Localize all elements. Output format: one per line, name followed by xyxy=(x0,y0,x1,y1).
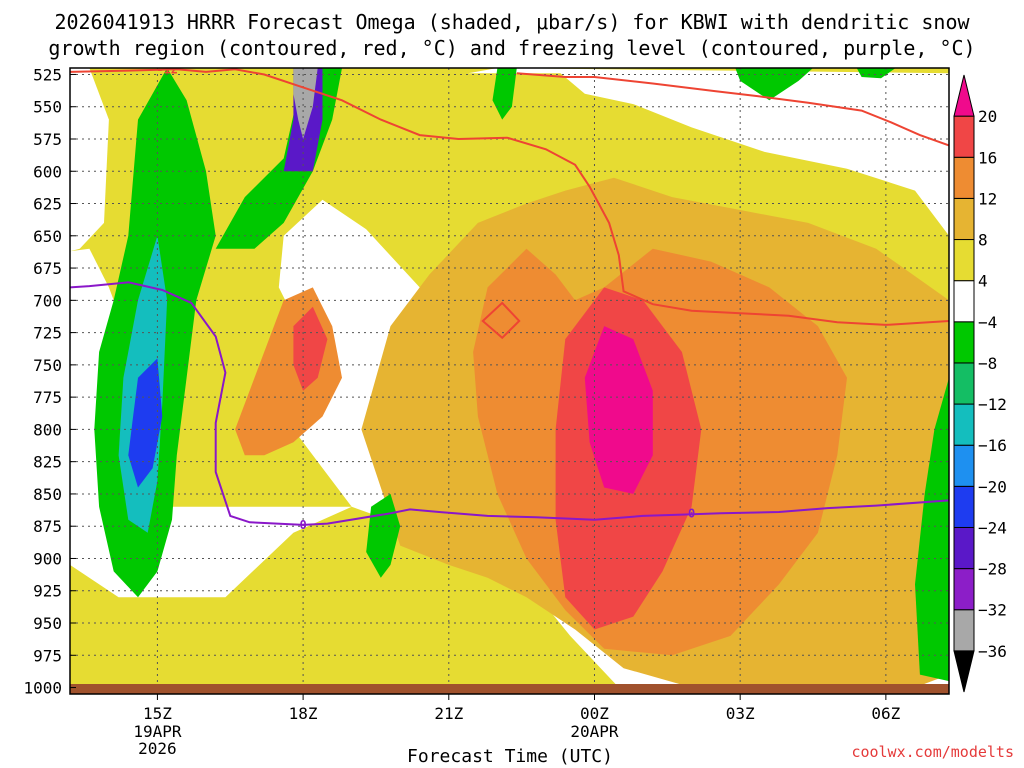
colorbar-bin xyxy=(953,239,975,282)
y-tick-label: 825 xyxy=(33,453,62,472)
omega-region-left-white-column xyxy=(70,68,109,252)
contour-layer: -12 0 0 xyxy=(70,62,949,532)
colorbar-bin xyxy=(953,74,975,117)
colorbar-tick-label: −16 xyxy=(978,436,1007,455)
omega-region-omega-negative-top-22z xyxy=(492,68,517,120)
x-tick-date-label: 20APR xyxy=(570,722,619,741)
colorbar-tick-label: −28 xyxy=(978,560,1007,579)
plot-area: -12 0 0 525 550 575 600 625 650 675 700 725 750 775 8… xyxy=(23,62,950,758)
dgz-contour-cell xyxy=(481,301,521,340)
x-tick-label: 00Z xyxy=(580,704,609,723)
colorbar-tick-label: −12 xyxy=(978,395,1007,414)
omega-region-omega-positive-20 xyxy=(584,326,653,494)
colorbar-tick-label: −4 xyxy=(978,313,997,332)
dgz-contour-line-2 xyxy=(516,72,949,147)
colorbar-bin xyxy=(953,444,975,487)
dgz-contour-label: -12 xyxy=(156,62,178,76)
colorbar-bin xyxy=(953,568,975,611)
colorbar-bin xyxy=(953,115,975,158)
y-tick-label: 550 xyxy=(33,98,62,117)
freezing-level-contour-line xyxy=(70,281,949,526)
y-tick-label: 675 xyxy=(33,259,62,278)
y-tick-label: 600 xyxy=(33,162,62,181)
x-tick-label: 15Z xyxy=(143,704,172,723)
x-tick-label: 03Z xyxy=(726,704,755,723)
y-tick-label: 725 xyxy=(33,324,62,343)
x-axis-label: Forecast Time (UTC) xyxy=(407,746,613,767)
colorbar-bin xyxy=(953,280,975,323)
dgz-contour-line xyxy=(70,68,949,326)
y-tick-label: 800 xyxy=(33,420,62,439)
x-tick-label: 06Z xyxy=(871,704,900,723)
colorbar-tick-label: −24 xyxy=(978,518,1007,537)
colorbar-bin xyxy=(953,403,975,446)
colorbar-tick-label: −20 xyxy=(978,477,1007,496)
colorbar-tick-label: 12 xyxy=(978,189,997,208)
colorbar-tick-label: 8 xyxy=(978,231,988,250)
colorbar-tick-label: −8 xyxy=(978,354,997,373)
omega-region-omega-negative-right-edge xyxy=(915,377,949,682)
x-tick-year-label: 2026 xyxy=(138,739,177,758)
colorbar-tick-label: −36 xyxy=(978,642,1007,661)
colorbar-bin xyxy=(953,485,975,528)
freezing-contour-label: 0 xyxy=(688,506,695,520)
colorbar-bin xyxy=(953,609,975,652)
y-tick-label: 525 xyxy=(33,65,62,84)
y-tick-label: 625 xyxy=(33,195,62,214)
y-tick-label: 1000 xyxy=(23,679,62,698)
omega-region-omega-negative-top-right2 xyxy=(856,68,896,79)
freezing-contour-label: 0 xyxy=(299,518,306,532)
x-tick-label: 18Z xyxy=(289,704,318,723)
omega-region-omega-negative-left-24 xyxy=(128,358,163,488)
credit-text: coolwx.com/modelts xyxy=(851,743,1014,761)
y-tick-label: 875 xyxy=(33,517,62,536)
x-tick-label: 21Z xyxy=(434,704,463,723)
y-tick-label: 925 xyxy=(33,582,62,601)
chart-title-line-1: 2026041913 HRRR Forecast Omega (shaded, … xyxy=(54,10,970,34)
y-tick-label: 950 xyxy=(33,614,62,633)
y-tick-label: 700 xyxy=(33,291,62,310)
omega-region-upper-white xyxy=(468,68,949,236)
y-tick-label: 750 xyxy=(33,356,62,375)
y-tick-label: 650 xyxy=(33,227,62,246)
x-tick-date-label: 19APR xyxy=(133,722,182,741)
omega-colorbar: 20 16 12 8 4 −4 −8 −12 −16 −20 −24 −28 −32 −36 xyxy=(953,74,1007,693)
y-tick-label: 850 xyxy=(33,485,62,504)
colorbar-bin xyxy=(953,321,975,364)
colorbar-bin xyxy=(953,362,975,405)
colorbar-tick-label: 20 xyxy=(978,107,997,126)
omega-region-omega-positive-mid-left-16 xyxy=(293,306,328,391)
colorbar-tick-label: −32 xyxy=(978,601,1007,620)
colorbar-tick-label: 16 xyxy=(978,148,997,167)
axis-ticks: 525 550 575 600 625 650 675 700 725 750 775 800 825 8… xyxy=(23,65,900,758)
colorbar-bin xyxy=(953,197,975,241)
ground-surface-bar xyxy=(70,684,949,694)
colorbar-bin xyxy=(953,156,975,199)
omega-region-omega-negative-top-right xyxy=(735,68,813,101)
y-tick-label: 575 xyxy=(33,130,62,149)
y-tick-label: 900 xyxy=(33,549,62,568)
colorbar-bin xyxy=(953,526,975,570)
colorbar-bin xyxy=(953,650,975,693)
plot-frame xyxy=(69,67,950,695)
colorbar-tick-label: 4 xyxy=(978,272,988,291)
chart-title-line-2: growth region (contoured, red, °C) and f… xyxy=(48,36,975,60)
y-tick-label: 775 xyxy=(33,388,62,407)
y-tick-label: 975 xyxy=(33,646,62,665)
omega-shading-layer xyxy=(70,68,949,694)
